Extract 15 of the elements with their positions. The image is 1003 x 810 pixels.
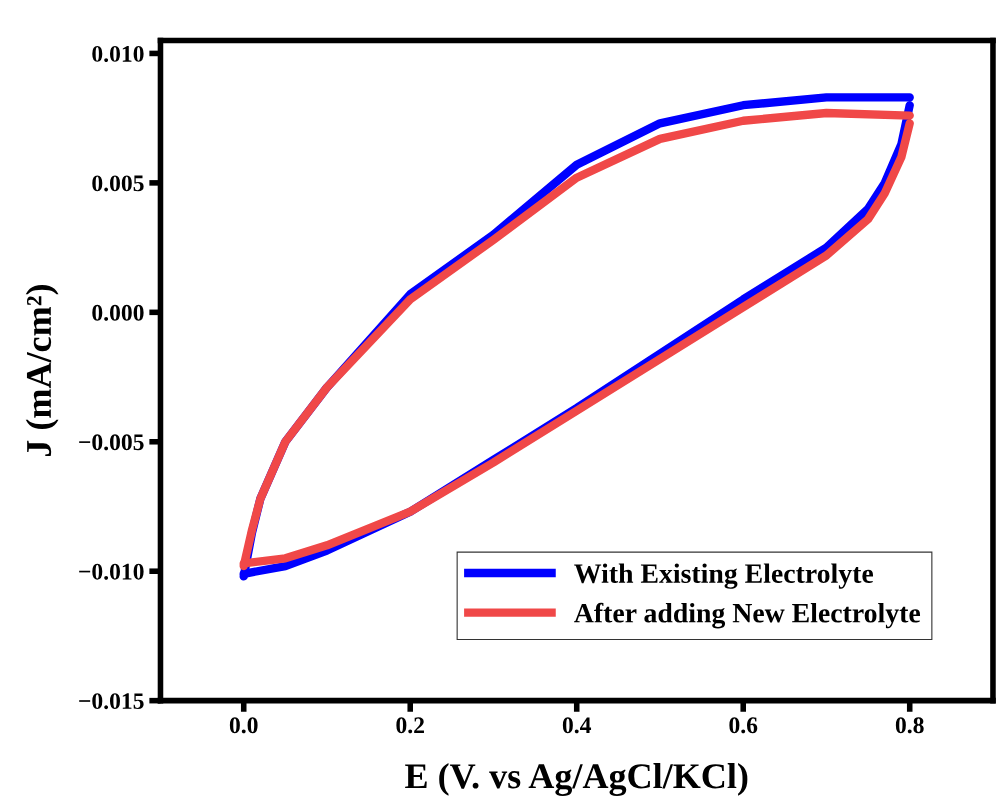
x-tick-label: 0.0 [229,717,258,734]
x-axis-title: E (V. vs Ag/AgCl/KCl) [405,763,748,797]
x-tick-label: 0.2 [396,717,424,734]
legend-label: After adding New Electrolyte [574,602,921,629]
y-tick-label: −0.010 [79,563,144,580]
legend-label: With Existing Electrolyte [574,563,874,589]
y-tick-label: 0.005 [92,175,144,192]
x-tick-label: 0.4 [562,717,592,734]
x-tick-label: 0.8 [895,717,924,734]
y-tick-label: 0.010 [92,45,144,62]
y-axis-title: J (mA/cm²) [25,285,59,457]
y-tick-label: −0.005 [79,434,144,451]
x-tick-label: 0.6 [729,717,758,734]
y-tick-label: 0.000 [92,304,144,321]
y-tick-label: −0.015 [79,693,144,710]
